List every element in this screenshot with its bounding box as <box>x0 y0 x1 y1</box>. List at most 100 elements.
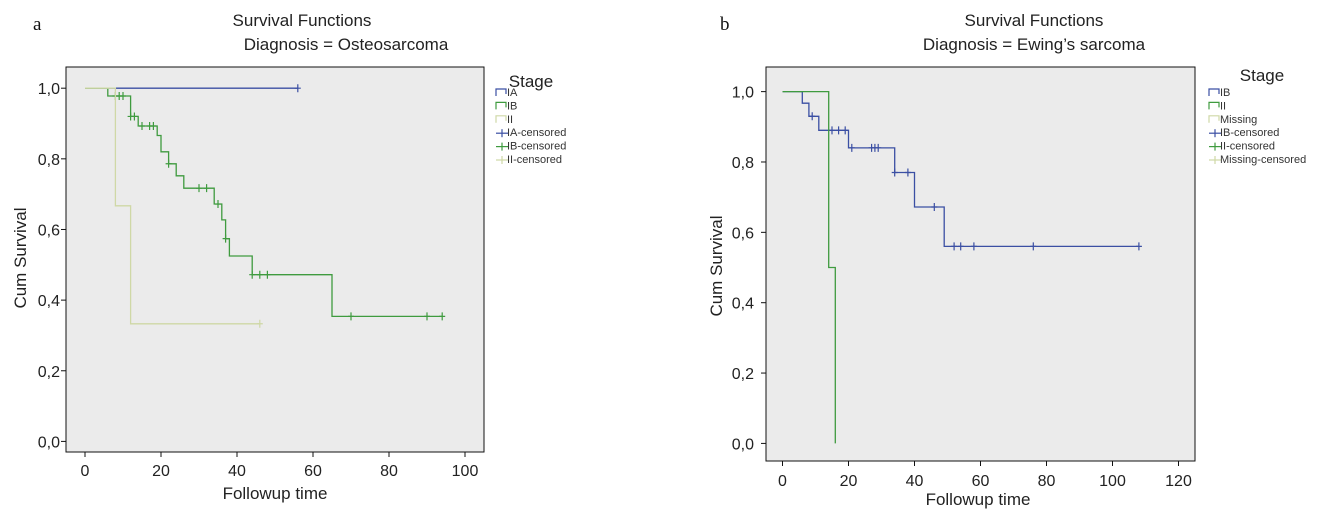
legend-label: Missing-censored <box>1220 154 1306 166</box>
legend-swatch <box>495 88 507 96</box>
censor-mark-ib <box>439 312 446 321</box>
legend-label: II-censored <box>507 154 562 166</box>
x-tick-label: 0 <box>778 473 787 490</box>
x-tick-label: 100 <box>1099 473 1126 490</box>
legend-swatch <box>1208 88 1220 96</box>
legend-label: IA-censored <box>507 127 566 139</box>
legend-title: Stage <box>509 72 553 91</box>
y-tick-label: 1,0 <box>732 85 754 102</box>
censor-mark-ib <box>256 270 263 279</box>
legend-label: IB-censored <box>1220 127 1279 139</box>
plot-area <box>65 66 485 453</box>
censor-mark-ib <box>348 312 354 321</box>
legend-label: IA <box>507 87 518 99</box>
legend-swatch <box>495 115 507 123</box>
chart-panel-a: a Survival Functions Diagnosis = Osteosa… <box>11 11 566 503</box>
legend-swatch <box>1208 101 1220 110</box>
censor-mark-ib <box>120 91 126 100</box>
chart-subtitle: Diagnosis = Osteosarcoma <box>244 35 449 54</box>
censor-mark-ib <box>424 312 430 321</box>
y-tick-label: 0,8 <box>732 155 754 172</box>
y-tick-label: 0,6 <box>732 225 754 242</box>
y-tick-label: 0,4 <box>732 296 754 313</box>
censor-mark-ib <box>1135 242 1142 251</box>
censor-mark-ib <box>891 168 898 177</box>
y-tick-label: 1,0 <box>38 81 60 98</box>
censor-mark-ib <box>931 203 938 212</box>
censor-mark-ib <box>1030 242 1037 251</box>
censor-mark-ib <box>904 168 911 177</box>
y-axis-label: Cum Survival <box>11 207 30 308</box>
x-axis-label: Followup time <box>223 484 328 503</box>
x-tick-label: 20 <box>840 473 858 490</box>
x-tick-label: 120 <box>1165 473 1192 490</box>
x-tick-label: 0 <box>81 463 90 480</box>
x-axis: 0 20 40 60 80 100 120 <box>778 461 1192 490</box>
censor-mark-ib <box>829 126 835 135</box>
y-tick-label: 0,6 <box>38 222 60 239</box>
survival-curve-ii <box>782 90 836 444</box>
censor-mark-ib <box>222 234 229 243</box>
series-layer <box>782 90 1142 444</box>
x-tick-label: 40 <box>228 463 246 480</box>
legend-title: Stage <box>1240 66 1284 85</box>
y-tick-label: 0,0 <box>732 436 754 453</box>
censor-mark-ib <box>249 270 256 279</box>
chart-title: Survival Functions <box>965 11 1104 30</box>
y-tick-label: 0,0 <box>38 434 60 451</box>
x-tick-label: 80 <box>1038 473 1056 490</box>
x-tick-label: 60 <box>972 473 990 490</box>
censor-mark-ib <box>196 184 202 193</box>
censor-mark-ib <box>875 143 882 152</box>
panel-label: b <box>720 14 730 35</box>
x-tick-label: 40 <box>906 473 924 490</box>
y-axis-label: Cum Survival <box>707 215 726 316</box>
censor-mark-ib <box>809 112 816 121</box>
censor-mark-ib <box>165 159 172 168</box>
censor-mark-ib <box>203 184 210 193</box>
panel-label: a <box>33 14 42 35</box>
plot-area <box>765 66 1196 462</box>
legend-swatch <box>495 101 507 110</box>
censor-mark-ib <box>264 270 271 279</box>
censor-mark-ib <box>842 126 849 135</box>
legend-label: II-censored <box>1220 141 1275 153</box>
legend-label: II <box>507 114 513 126</box>
legend-label: IB <box>507 100 517 112</box>
legend-label: II <box>1220 100 1226 112</box>
censor-mark-ib <box>957 242 964 251</box>
x-tick-label: 60 <box>304 463 322 480</box>
x-tick-label: 100 <box>452 463 479 480</box>
legend-label: IB-censored <box>507 141 566 153</box>
chart-subtitle: Diagnosis = Ewing’s sarcoma <box>923 35 1146 54</box>
survival-curve-ii <box>85 87 260 325</box>
chart-title: Survival Functions <box>233 11 372 30</box>
y-tick-label: 0,2 <box>38 364 60 381</box>
y-axis: 0,0 0,2 0,4 0,6 0,8 1,0 <box>732 85 766 453</box>
y-tick-label: 0,8 <box>38 152 60 169</box>
censor-mark-ib <box>848 143 855 152</box>
censor-mark-ib <box>139 121 145 130</box>
censor-mark-ib <box>150 121 157 130</box>
legend-label: IB <box>1220 87 1230 99</box>
legend-label: Missing <box>1220 114 1257 126</box>
survival-curve-ib <box>782 90 1139 248</box>
series-layer <box>85 84 446 328</box>
censor-mark-ib <box>215 200 221 209</box>
y-tick-label: 0,2 <box>732 366 754 383</box>
censor-mark-ib <box>970 242 977 251</box>
x-axis: 0 20 40 60 80 100 <box>81 452 479 480</box>
censor-mark-ii <box>256 319 263 328</box>
chart-panel-b: b Survival Functions Diagnosis = Ewing’s… <box>707 11 1306 509</box>
y-tick-label: 0,4 <box>38 293 60 310</box>
legend-swatch <box>1208 115 1220 123</box>
censor-mark-ib <box>951 242 958 251</box>
x-tick-label: 20 <box>152 463 170 480</box>
censor-mark-ia <box>294 84 301 93</box>
censor-mark-ib <box>131 112 138 121</box>
x-axis-label: Followup time <box>926 490 1031 509</box>
censor-mark-ib <box>835 126 842 135</box>
